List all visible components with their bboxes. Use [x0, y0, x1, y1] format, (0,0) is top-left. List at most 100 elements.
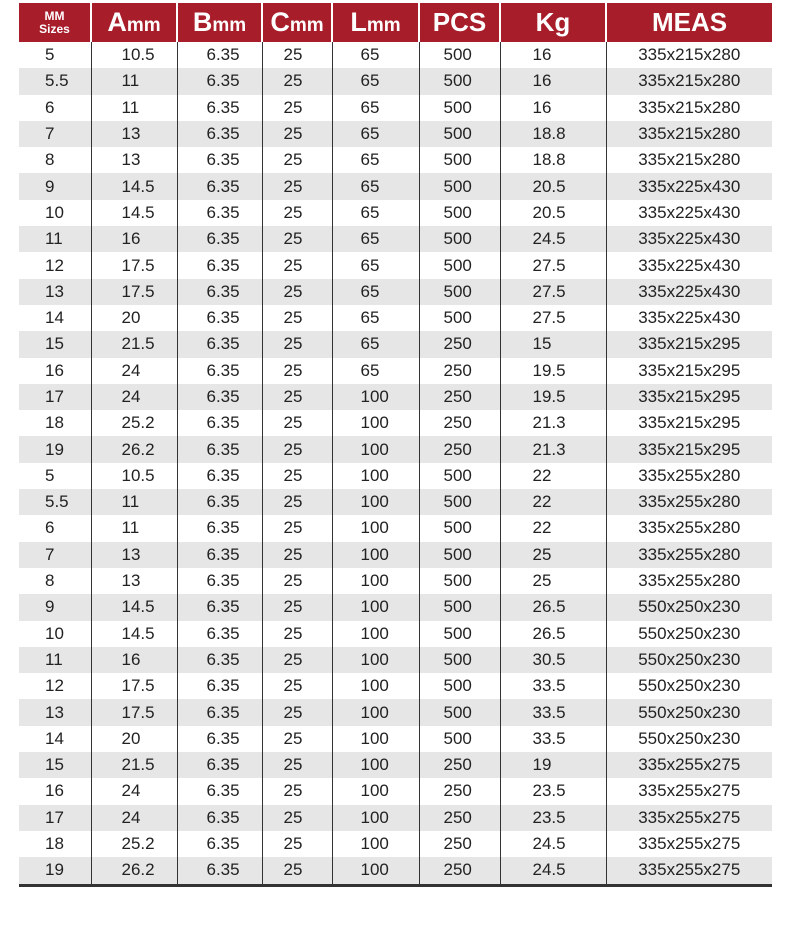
cell-meas: 335x255x275 [605, 752, 772, 779]
cell-l-mm: 100 [331, 857, 419, 887]
cell-pcs: 500 [418, 173, 500, 200]
cell-meas: 335x215x280 [605, 94, 772, 121]
cell-pcs: 500 [418, 725, 500, 753]
cell-b-mm: 6.35 [176, 541, 262, 568]
header-l-unit: mm [366, 15, 401, 36]
cell-l-mm: 65 [331, 278, 419, 305]
table-row: 12 17.5 6.35 25 65 500 27.5 335x225x430 [19, 252, 772, 279]
cell-c-mm: 25 [261, 226, 332, 253]
cell-meas: 335x215x295 [605, 383, 772, 411]
cell-c-mm: 25 [261, 646, 332, 674]
cell-a-mm: 21.5 [90, 752, 177, 779]
cell-kg: 27.5 [499, 252, 606, 279]
cell-a-mm: 16 [90, 646, 177, 674]
cell-pcs: 250 [418, 830, 500, 858]
cell-meas: 335x225x430 [605, 304, 772, 332]
header-mm-sizes: MM Sizes [19, 3, 91, 42]
cell-a-mm: 24 [90, 778, 177, 805]
cell-meas: 550x250x230 [605, 699, 772, 726]
cell-kg: 23.5 [499, 804, 606, 831]
cell-c-mm: 25 [261, 147, 332, 174]
cell-l-mm: 65 [331, 147, 419, 174]
cell-b-mm: 6.35 [176, 804, 262, 831]
cell-pcs: 500 [418, 42, 500, 69]
table-row: 10 14.5 6.35 25 100 500 26.5 550x250x230 [19, 620, 772, 647]
cell-meas: 335x255x275 [605, 857, 772, 887]
cell-l-mm: 100 [331, 383, 419, 411]
cell-b-mm: 6.35 [176, 857, 262, 887]
table-row: 8 13 6.35 25 100 500 25 335x255x280 [19, 567, 772, 595]
cell-meas: 335x255x280 [605, 567, 772, 595]
cell-c-mm: 25 [261, 383, 332, 411]
cell-l-mm: 65 [331, 68, 419, 95]
cell-b-mm: 6.35 [176, 725, 262, 753]
cell-l-mm: 100 [331, 489, 419, 516]
cell-a-mm: 14.5 [90, 199, 177, 227]
cell-size: 14 [45, 308, 64, 328]
cell-a-mm: 24 [90, 383, 177, 411]
cell-size: 6 [45, 518, 55, 538]
cell-l-mm: 65 [331, 226, 419, 253]
cell-meas: 335x225x430 [605, 173, 772, 200]
cell-b-mm: 6.35 [176, 515, 262, 542]
table-row: 19 26.2 6.35 25 100 250 21.3 335x215x295 [19, 436, 772, 463]
cell-size: 13 [19, 699, 91, 726]
cell-c-mm: 25 [261, 857, 332, 887]
cell-pcs: 500 [418, 226, 500, 253]
table-row: 5 10.5 6.35 25 65 500 16 335x215x280 [19, 42, 772, 69]
cell-kg: 27.5 [499, 278, 606, 305]
table-row: 14 20 6.35 25 65 500 27.5 335x225x430 [19, 304, 772, 332]
cell-pcs: 250 [418, 410, 500, 437]
cell-kg: 33.5 [499, 673, 606, 700]
header-b: Bmm [176, 3, 262, 42]
table-row: 6 11 6.35 25 65 500 16 335x215x280 [19, 94, 772, 121]
header-meas: MEAS [605, 3, 772, 42]
cell-size: 16 [45, 781, 64, 801]
cell-c-mm: 25 [261, 357, 332, 384]
cell-a-mm: 26.2 [90, 857, 177, 887]
cell-kg: 30.5 [499, 646, 606, 674]
cell-meas: 550x250x230 [605, 620, 772, 647]
cell-kg: 26.5 [499, 620, 606, 647]
cell-kg: 19.5 [499, 383, 606, 411]
header-pcs: PCS [418, 3, 500, 42]
cell-l-mm: 100 [331, 410, 419, 437]
cell-b-mm: 6.35 [176, 646, 262, 674]
header-a-unit: mm [126, 15, 161, 36]
cell-b-mm: 6.35 [176, 278, 262, 305]
table-row: 10 14.5 6.35 25 65 500 20.5 335x225x430 [19, 199, 772, 227]
cell-kg: 18.8 [499, 120, 606, 148]
cell-l-mm: 100 [331, 436, 419, 463]
cell-c-mm: 25 [261, 278, 332, 305]
cell-meas: 550x250x230 [605, 673, 772, 700]
cell-meas: 335x225x430 [605, 199, 772, 227]
table-row: 11 16 6.35 25 65 500 24.5 335x225x430 [19, 226, 772, 253]
cell-b-mm: 6.35 [176, 68, 262, 95]
cell-meas: 335x255x280 [605, 541, 772, 568]
cell-l-mm: 65 [331, 94, 419, 121]
cell-c-mm: 25 [261, 199, 332, 227]
cell-c-mm: 25 [261, 699, 332, 726]
cell-meas: 335x215x280 [605, 42, 772, 69]
cell-kg: 33.5 [499, 699, 606, 726]
cell-kg: 25 [499, 567, 606, 595]
cell-b-mm: 6.35 [176, 331, 262, 358]
cell-pcs: 250 [418, 331, 500, 358]
cell-a-mm: 11 [90, 94, 177, 121]
cell-a-mm: 13 [90, 147, 177, 174]
cell-size: 18 [45, 413, 64, 433]
table-row: 6 11 6.35 25 100 500 22 335x255x280 [19, 515, 772, 542]
cell-b-mm: 6.35 [176, 357, 262, 384]
table-row: 5.5 11 6.35 25 100 500 22 335x255x280 [19, 489, 772, 516]
header-c: Cmm [261, 3, 332, 42]
cell-pcs: 500 [418, 462, 500, 490]
cell-size: 17 [19, 383, 91, 411]
cell-l-mm: 65 [331, 357, 419, 384]
cell-size: 11 [19, 646, 91, 674]
table-row: 7 13 6.35 25 100 500 25 335x255x280 [19, 541, 772, 568]
table-header: MM Sizes Amm Bmm Cmm Lmm PCS Kg MEAS [19, 3, 772, 42]
cell-kg: 27.5 [499, 304, 606, 332]
cell-meas: 335x215x280 [605, 120, 772, 148]
cell-kg: 16 [499, 42, 606, 69]
cell-c-mm: 25 [261, 42, 332, 69]
